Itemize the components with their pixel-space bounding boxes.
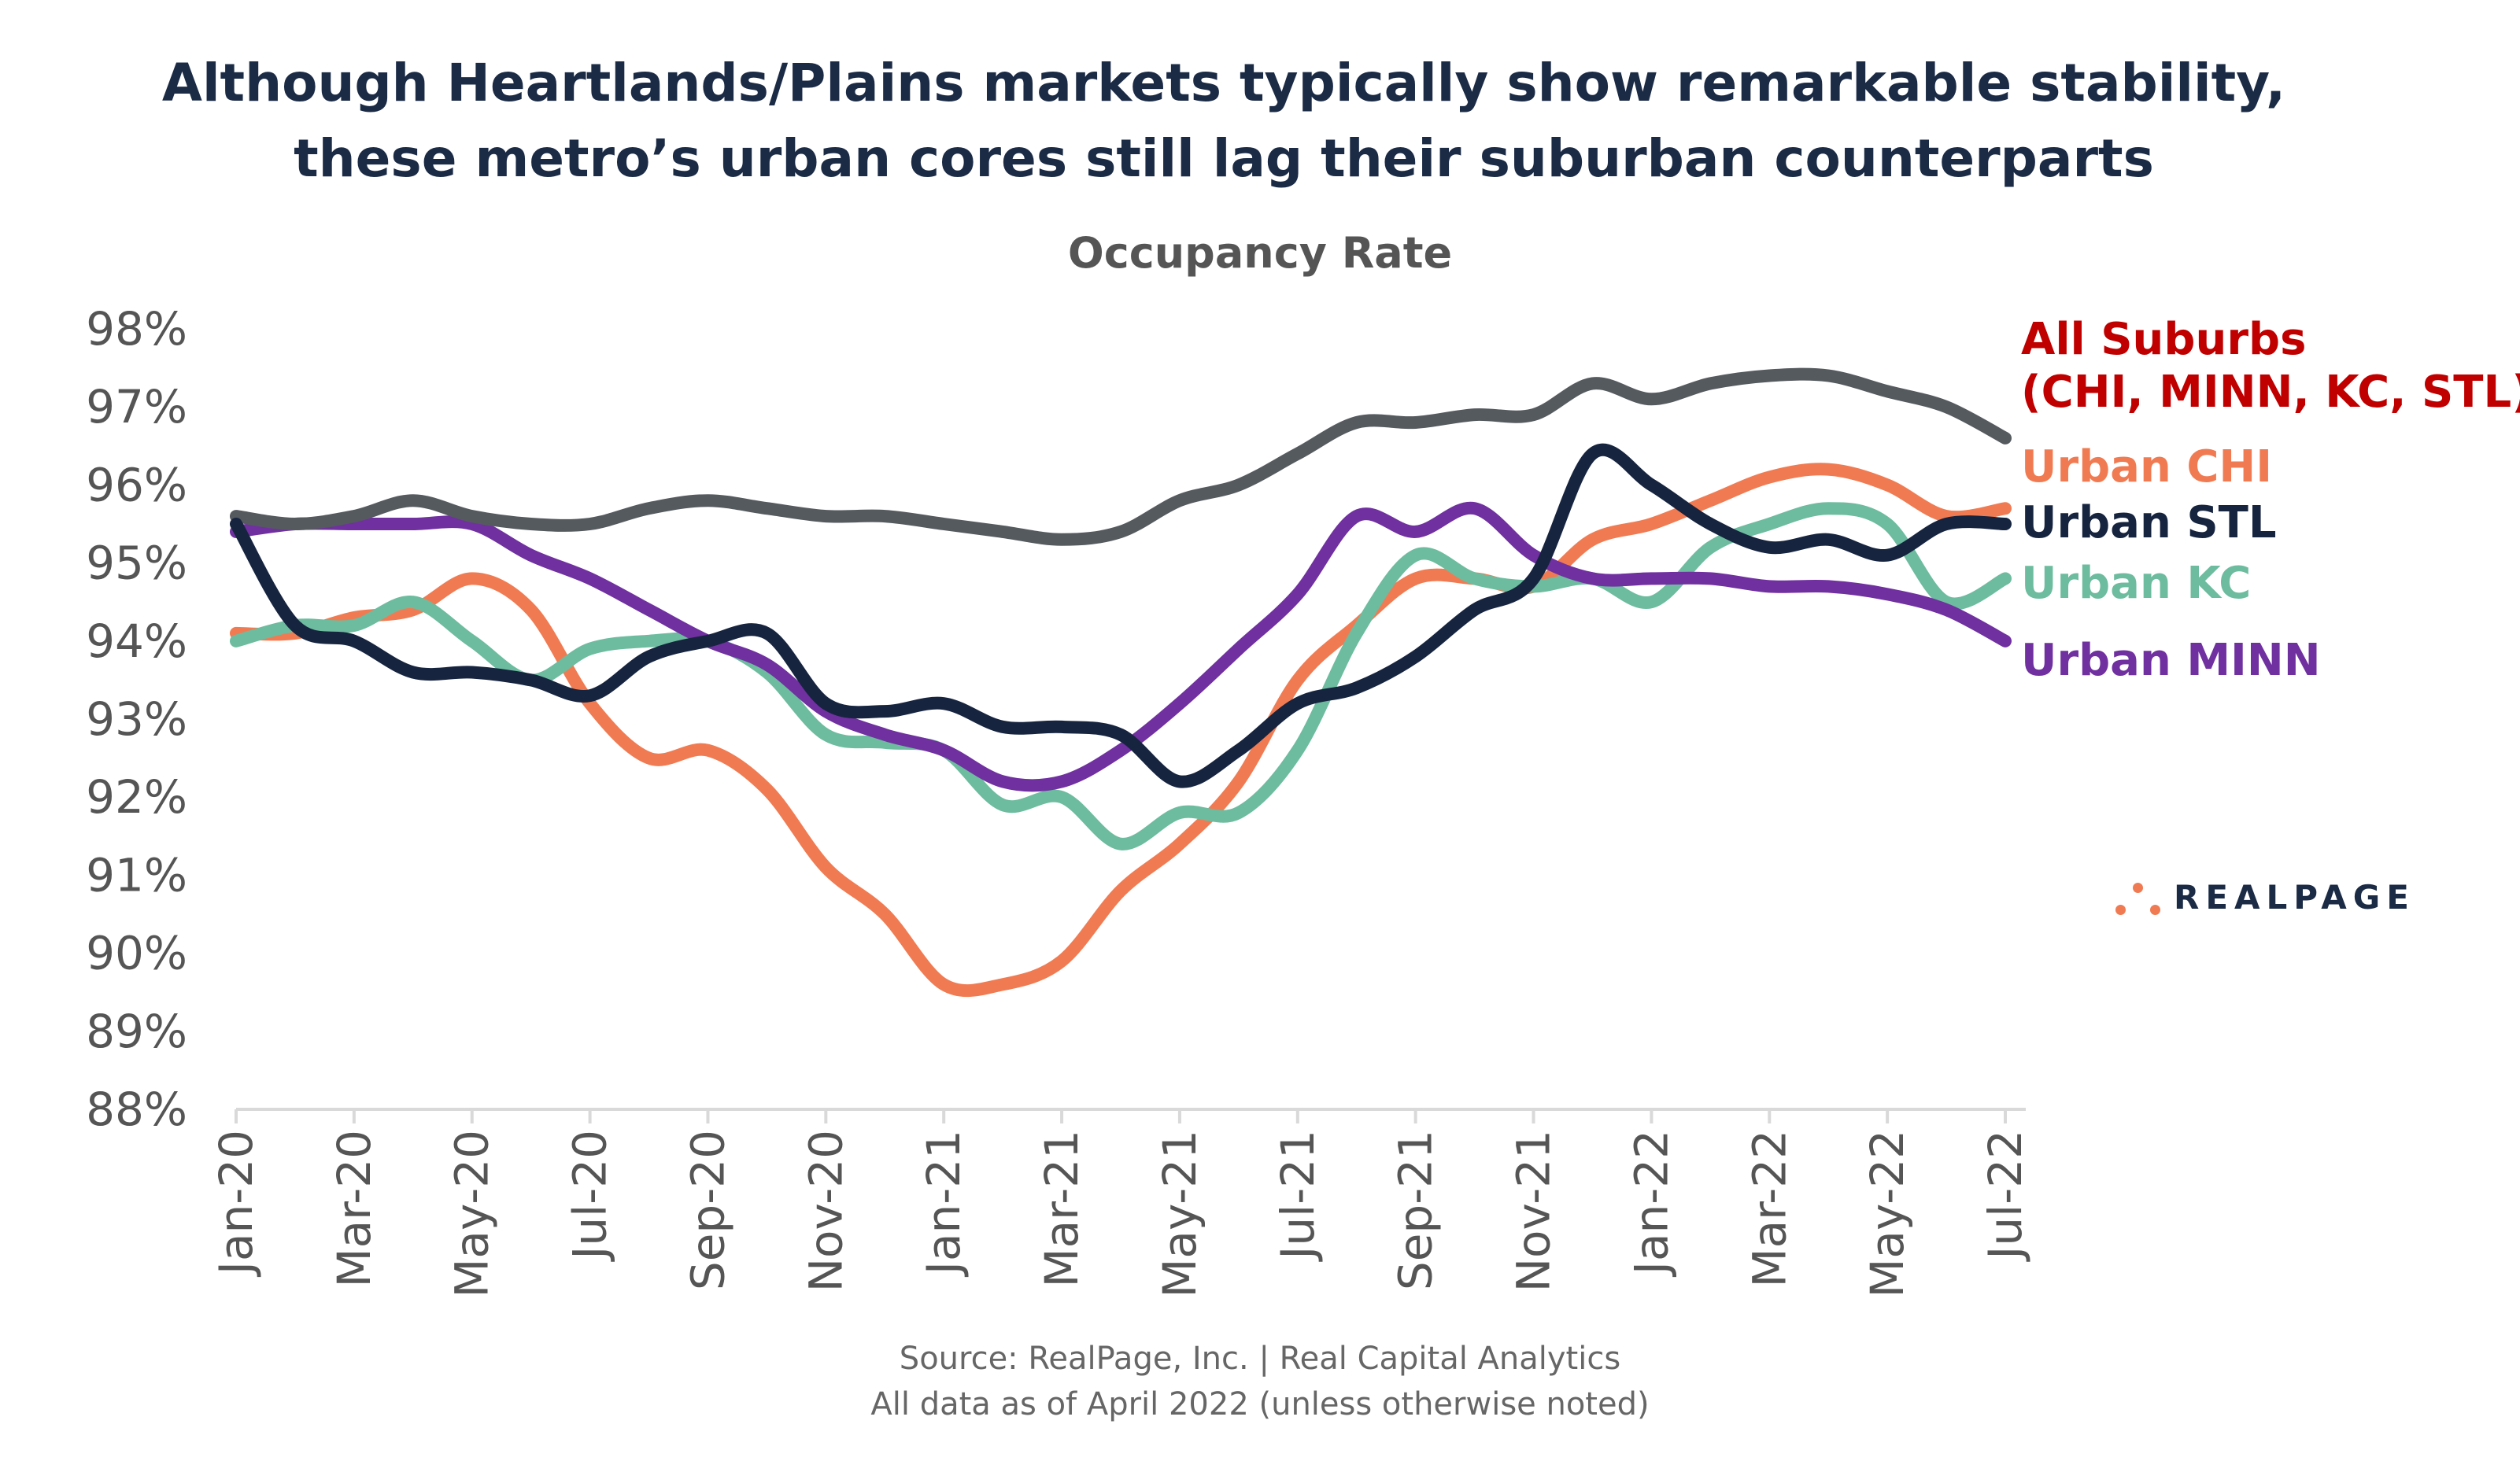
x-tick-label: Jan-21 (917, 1130, 970, 1277)
x-tick-label: May-21 (1153, 1130, 1206, 1298)
series-labels: All Suburbs(CHI, MINN, KC, STL) Urban CHI… (2021, 314, 2520, 686)
y-tick-label: 96% (86, 458, 187, 511)
x-tick-label: May-20 (445, 1130, 499, 1298)
x-tick-label: Jul-20 (563, 1130, 617, 1262)
series-line-urban-minn (230, 501, 2012, 792)
series-label-urban-minn: Urban MINN (2021, 635, 2321, 686)
series-label-all-suburbs: (CHI, MINN, KC, STL) (2021, 367, 2520, 418)
data-date-note: All data as of April 2022 (unless otherw… (870, 1386, 1650, 1422)
chart-axes: 88% 89% 90% 91% 92% 93% 94% 95% 96% 97% 98% Jan-20 M… (86, 302, 2032, 1298)
title-line-1: Although Heartlands/Plains markets typic… (161, 53, 2286, 113)
x-tick-label: Jul-21 (1271, 1130, 1325, 1262)
y-tick-label: 92% (86, 770, 187, 824)
y-tick-label: 98% (86, 302, 187, 356)
y-tick-label: 95% (86, 537, 187, 590)
logo-dots-icon (2115, 875, 2163, 919)
logo-text: REALPAGE (2174, 877, 2415, 917)
x-tick-label: Nov-20 (799, 1130, 852, 1292)
x-tick-label: Jul-22 (1979, 1130, 2032, 1262)
y-tick-label: 88% (86, 1083, 187, 1136)
x-tick-label: Mar-21 (1035, 1130, 1088, 1287)
realpage-logo: REALPAGE (2115, 873, 2415, 921)
x-tick-label: Mar-20 (327, 1130, 381, 1287)
series-line-all-suburbs (230, 367, 2012, 546)
source-footer: Source: RealPage, Inc. | Real Capital An… (0, 1336, 2520, 1427)
y-tick-label: 89% (86, 1005, 187, 1058)
series-label-urban-kc: Urban KC (2021, 558, 2251, 609)
x-tick-label: May-22 (1860, 1130, 1914, 1298)
chart-subtitle: Occupancy Rate (1067, 228, 1453, 278)
y-tick-label: 91% (86, 848, 187, 902)
series-lines (230, 367, 2012, 998)
x-tick-label: Jan-22 (1624, 1130, 1678, 1277)
x-tick-label: Nov-21 (1507, 1130, 1561, 1292)
source-text: Source: RealPage, Inc. | Real Capital An… (899, 1341, 1621, 1377)
y-tick-label: 93% (86, 692, 187, 746)
chart-title: Although Heartlands/Plains markets typic… (0, 46, 2448, 197)
x-tick-label: Mar-22 (1742, 1130, 1796, 1287)
series-label-urban-chi: Urban CHI (2021, 441, 2272, 493)
title-line-2: these metro’s urban cores still lag thei… (294, 128, 2154, 189)
x-tick-label: Sep-21 (1389, 1130, 1443, 1290)
series-label-all-suburbs: All Suburbs (2021, 314, 2306, 365)
x-tick-label: Sep-20 (681, 1130, 734, 1290)
y-tick-label: 90% (86, 927, 187, 980)
series-line-urban-stl (230, 443, 2012, 788)
y-tick-label: 94% (86, 614, 187, 668)
x-tick-label: Jan-20 (209, 1130, 263, 1277)
y-tick-label: 97% (86, 380, 187, 434)
series-label-urban-stl: Urban STL (2021, 497, 2277, 548)
